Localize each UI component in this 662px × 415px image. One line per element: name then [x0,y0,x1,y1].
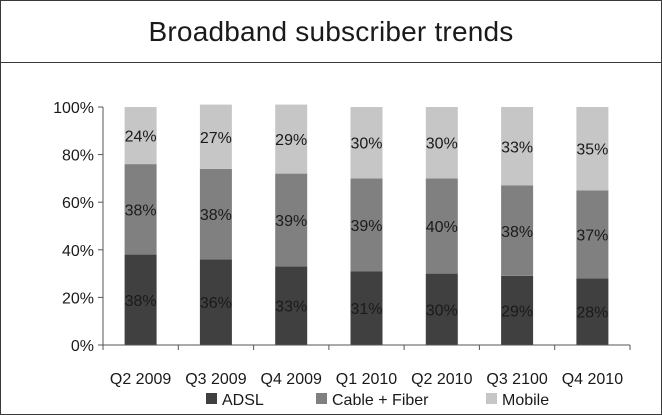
legend-swatch [316,393,327,404]
data-label: 30% [350,136,382,153]
y-tick-label: 20% [62,290,94,307]
data-label: 37% [576,227,608,244]
data-label: 40% [426,219,458,236]
data-label: 39% [350,218,382,235]
data-label: 36% [200,295,232,312]
data-label: 38% [125,202,157,219]
data-label: 30% [426,302,458,319]
title-bar: Broadband subscriber trends [1,1,661,63]
bar-adsl-5 [501,276,534,345]
bar-mobile-6 [576,107,609,191]
x-tick-label: Q3 2009 [185,371,246,388]
bar-cable-fiber-4 [425,178,458,274]
y-tick-label: 40% [62,243,94,260]
bar-adsl-1 [199,259,232,345]
legend-swatch [206,393,217,404]
data-label: 33% [501,139,533,156]
bar-mobile-1 [199,104,232,169]
y-tick-label: 80% [62,148,94,165]
bar-adsl-0 [124,254,157,345]
bar-adsl-3 [350,271,383,345]
data-label: 27% [200,130,232,147]
data-label: 31% [350,301,382,318]
legend-label: Cable + Fiber [332,392,429,409]
data-label: 38% [125,293,157,310]
x-tick-label: Q2 2010 [411,371,472,388]
data-label: 28% [576,305,608,322]
y-tick-label: 0% [71,338,94,355]
bar-cable-fiber-2 [275,173,308,267]
y-tick-label: 100% [53,100,94,117]
legend-label: Mobile [502,392,549,409]
x-tick-label: Q4 2009 [261,371,322,388]
bar-mobile-4 [425,107,458,179]
y-tick-label: 60% [62,195,94,212]
bar-adsl-2 [275,266,308,345]
legend-label: ADSL [222,392,264,409]
chart-title: Broadband subscriber trends [148,15,514,47]
bar-mobile-2 [275,104,308,174]
bar-cable-fiber-0 [124,164,157,255]
bar-mobile-3 [350,107,383,179]
x-tick-label: Q4 2010 [562,371,623,388]
x-tick-label: Q1 2010 [336,371,397,388]
data-label: 29% [501,304,533,321]
x-tick-label: Q2 2009 [110,371,171,388]
x-tick-label: Q3 2100 [486,371,547,388]
bar-adsl-4 [425,273,458,345]
bar-adsl-6 [576,278,609,345]
bar-cable-fiber-1 [199,168,232,260]
data-label: 30% [426,136,458,153]
data-label: 33% [275,299,307,316]
bar-cable-fiber-5 [501,185,534,276]
bar-mobile-5 [501,107,534,186]
bar-mobile-0 [124,107,157,165]
data-label: 38% [200,207,232,224]
bar-cable-fiber-3 [350,178,383,272]
data-label: 29% [275,132,307,149]
legend-swatch [486,393,497,404]
data-label: 24% [125,129,157,146]
data-label: 35% [576,142,608,159]
data-label: 38% [501,224,533,241]
data-label: 39% [275,213,307,230]
bar-cable-fiber-6 [576,190,609,279]
